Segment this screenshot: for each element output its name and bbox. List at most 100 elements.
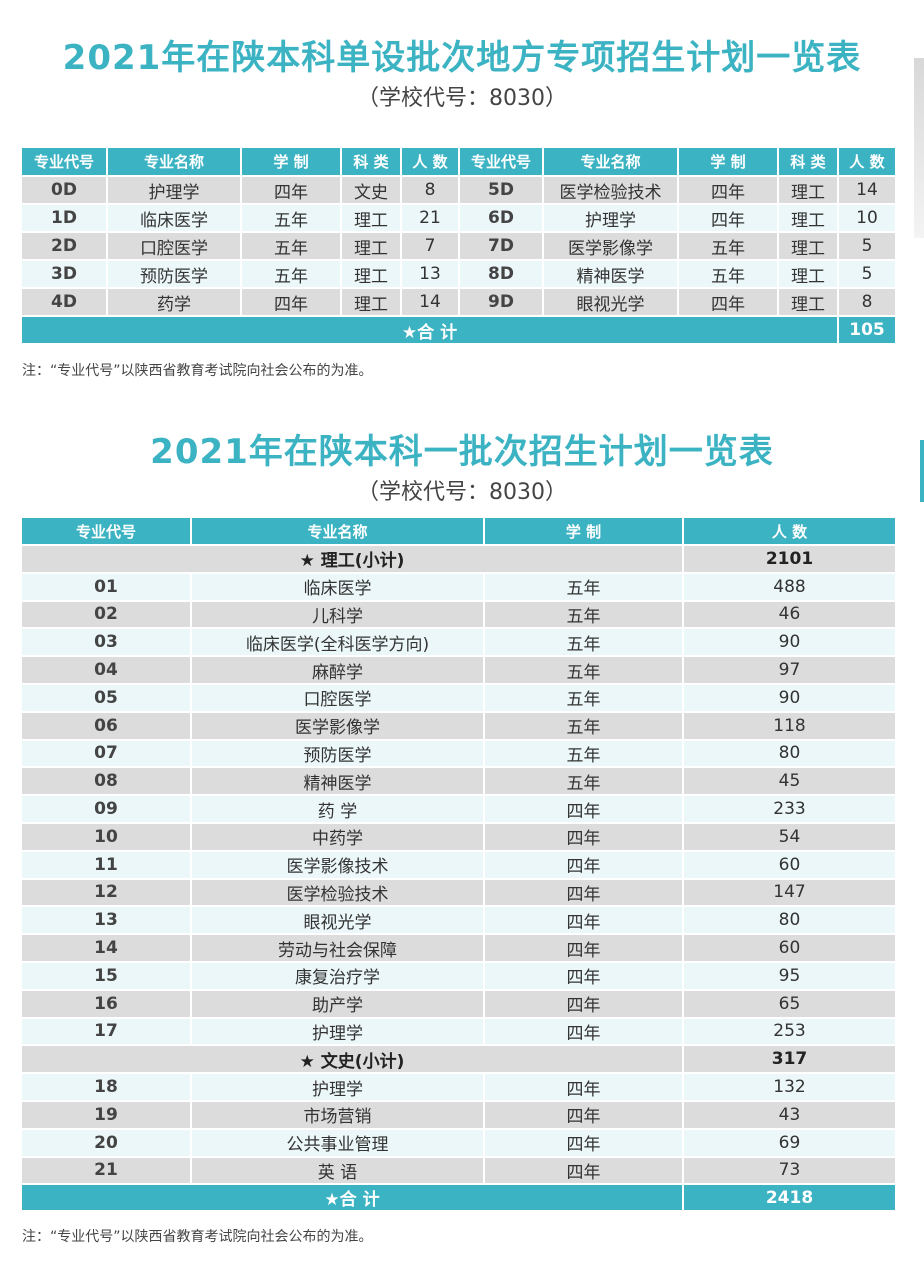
cell-count: 233 (683, 795, 897, 824)
cell-years: 四年 (484, 934, 684, 963)
cell-name: 口腔医学 (191, 683, 485, 713)
cell-years: 四年 (484, 795, 684, 824)
table-row: 15 康复治疗学 四年 95 (22, 961, 897, 991)
cell-years: 四年 (484, 822, 684, 852)
table-cell: 五年 (678, 260, 779, 289)
table-header: 专业代号 专业名称学 制科 类人 数专业代号 专业名称学 制科 类人 数 (22, 148, 897, 177)
column-header: 人 数 (838, 148, 897, 177)
cell-years: 五年 (484, 656, 684, 685)
cell-years: 五年 (484, 711, 684, 741)
section2-title: 2021年在陕本科一批次招生计划一览表 (150, 432, 774, 472)
major-code: 4D (22, 288, 108, 317)
cell-years: 五年 (484, 628, 684, 658)
table-row: 14 劳动与社会保障 四年 60 (22, 934, 897, 963)
major-code: 01 (22, 572, 192, 602)
major-code: 07 (22, 739, 192, 769)
table-cell: 医学影像学 (543, 232, 679, 261)
table-cell: 四年 (678, 176, 779, 205)
table-cell: 14 (401, 288, 460, 317)
table-row: 02 儿科学 五年 46 (22, 600, 897, 630)
table-cell: 理工 (778, 204, 839, 233)
table-cell: 5 (838, 260, 897, 289)
cell-name: 助产学 (191, 989, 485, 1019)
subtotal-label: ★ 文史(小计) (22, 1045, 684, 1075)
table-cell: 5 (838, 232, 897, 261)
major-code: 12 (22, 878, 192, 908)
subtotal-value: 2101 (683, 545, 897, 574)
column-header: 科 类 (778, 148, 839, 177)
major-code: 19 (22, 1100, 192, 1130)
column-header: 专业名称 (543, 148, 679, 177)
table-cell: 精神医学 (543, 260, 679, 289)
cell-years: 四年 (484, 1100, 684, 1130)
major-code: 3D (22, 260, 108, 289)
major-code: 08 (22, 767, 192, 797)
total-label: ★合 计 (22, 316, 839, 345)
cell-name: 医学检验技术 (191, 878, 485, 908)
total-label: ★合 计 (22, 1184, 684, 1213)
table-row: 07 预防医学 五年 80 (22, 739, 897, 769)
table-row: 06 医学影像学 五年 118 (22, 711, 897, 741)
major-code: 06 (22, 711, 192, 741)
table-row: 10 中药学 四年 54 (22, 822, 897, 852)
table-cell: 理工 (341, 232, 402, 261)
table-cell: 预防医学 (107, 260, 242, 289)
cell-name: 公共事业管理 (191, 1128, 485, 1158)
table-cell: 理工 (778, 260, 839, 289)
table-cell: 10 (838, 204, 897, 233)
column-header: 专业代号 (459, 148, 544, 177)
major-code: 17 (22, 1017, 192, 1047)
table-row: 03 临床医学(全科医学方向) 五年 90 (22, 628, 897, 658)
cell-years: 五年 (484, 767, 684, 797)
cell-name: 眼视光学 (191, 906, 485, 936)
cell-count: 80 (683, 739, 897, 769)
table-cell: 五年 (678, 232, 779, 261)
table-cell: 8 (401, 176, 460, 205)
column-header: 人 数 (683, 518, 897, 546)
cell-count: 73 (683, 1156, 897, 1186)
table-header: 专业代号 专业名称学 制人 数 (22, 518, 897, 546)
cell-years: 四年 (484, 989, 684, 1019)
cell-count: 488 (683, 572, 897, 602)
table-cell: 理工 (778, 288, 839, 317)
table-cell: 14 (838, 176, 897, 205)
table-cell: 口腔医学 (107, 232, 242, 261)
column-header: 学 制 (678, 148, 779, 177)
major-code: 6D (459, 204, 544, 233)
cell-years: 四年 (484, 1156, 684, 1186)
table-row: 04 麻醉学 五年 97 (22, 656, 897, 685)
cell-years: 四年 (484, 1128, 684, 1158)
total-row: ★合 计 105 (22, 316, 897, 345)
subtotal-label: ★ 理工(小计) (22, 545, 684, 574)
table-row: 1D 临床医学 五年 理工 21 6D 护理学 四年 理工 10 (22, 204, 897, 233)
cell-years: 五年 (484, 600, 684, 630)
cell-count: 65 (683, 989, 897, 1019)
column-header: 专业代号 (22, 148, 108, 177)
major-code: 13 (22, 906, 192, 936)
cell-name: 临床医学(全科医学方向) (191, 628, 485, 658)
table-cell: 文史 (341, 176, 402, 205)
table-cell: 临床医学 (107, 204, 242, 233)
table-cell: 五年 (241, 260, 342, 289)
table-cell: 理工 (341, 260, 402, 289)
major-code: 21 (22, 1156, 192, 1186)
major-code: 03 (22, 628, 192, 658)
major-code: 20 (22, 1128, 192, 1158)
column-header: 专业代号 (22, 518, 192, 546)
table-row: 17 护理学 四年 253 (22, 1017, 897, 1047)
table-row: 21 英 语四年 73 (22, 1156, 897, 1186)
cell-years: 四年 (484, 1073, 684, 1102)
cell-count: 95 (683, 961, 897, 991)
cell-years: 四年 (484, 850, 684, 880)
special-plan-table: 专业代号 专业名称学 制科 类人 数专业代号 专业名称学 制科 类人 数 0D 护理学… (22, 148, 897, 345)
major-code: 09 (22, 795, 192, 824)
table-cell: 四年 (241, 288, 342, 317)
cell-count: 147 (683, 878, 897, 908)
cell-name: 市场营销 (191, 1100, 485, 1130)
section1-title: 2021年在陕本科单设批次地方专项招生计划一览表 (62, 38, 862, 78)
table-cell: 眼视光学 (543, 288, 679, 317)
side-tab-marker (920, 440, 924, 502)
subtotal-row: ★ 理工(小计) 2101 (22, 545, 897, 574)
total-value: 105 (838, 316, 897, 345)
section1-subtitle: （学校代号：8030） (357, 86, 567, 111)
